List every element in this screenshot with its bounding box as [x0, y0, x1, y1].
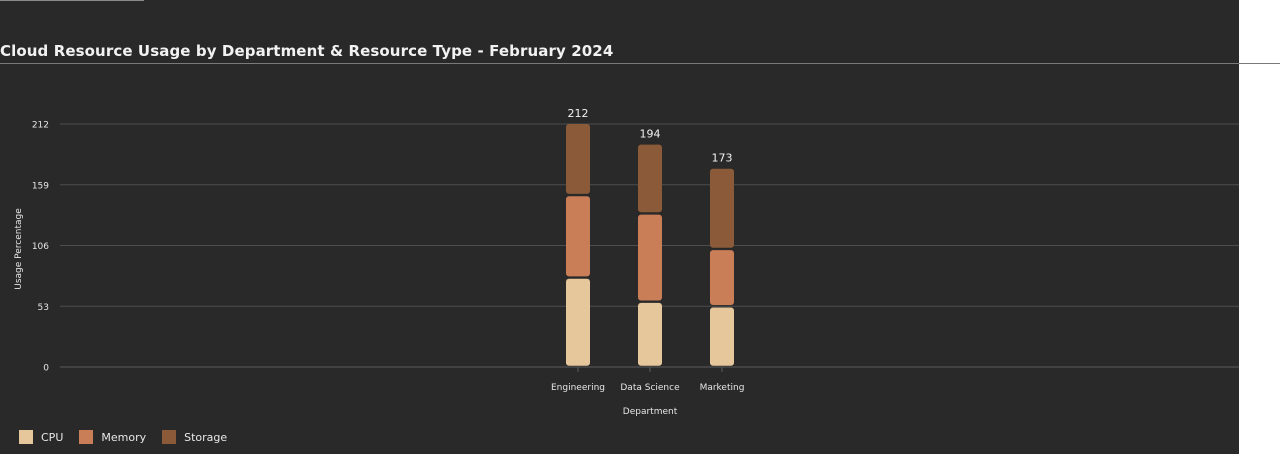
- stacked-bar-chart: 0 53 106 159 212 Usage Percentage 212 Engineeri…: [14, 107, 1239, 417]
- legend-swatch: [162, 430, 177, 444]
- title-divider: [0, 63, 1280, 64]
- legend-item-memory[interactable]: Memory: [79, 430, 146, 444]
- bar-segment-storage: [710, 168, 734, 248]
- legend-label: Storage: [184, 430, 228, 444]
- bar-segment-memory: [638, 214, 662, 301]
- page-margin: [1239, 0, 1280, 454]
- x-tick-label: Marketing: [700, 383, 745, 393]
- legend-label: CPU: [41, 430, 64, 444]
- bar-total-label: 212: [568, 107, 589, 120]
- bar-segment-cpu: [638, 302, 662, 366]
- y-tick-label: 53: [38, 303, 49, 313]
- legend-swatch: [79, 430, 94, 444]
- bar-segment-cpu: [710, 307, 734, 366]
- y-tick-label: 159: [32, 181, 49, 191]
- bar-segment-cpu: [566, 278, 590, 366]
- x-tick-label: Data Science: [620, 383, 680, 393]
- top-divider: [0, 0, 144, 1]
- y-tick-label: 212: [32, 121, 49, 131]
- page-margin-rule: [1239, 63, 1280, 64]
- bar-segment-memory: [710, 250, 734, 306]
- chart-legend: CPU Memory Storage: [19, 430, 243, 444]
- y-tick-label: 106: [32, 242, 49, 252]
- y-tick-label: 0: [43, 364, 49, 374]
- x-axis-label: Department: [623, 407, 678, 417]
- bar-segment-storage: [566, 124, 590, 194]
- bar-total-label: 194: [640, 128, 661, 141]
- bar-segment-memory: [566, 196, 590, 277]
- bar-total-label: 173: [712, 152, 733, 165]
- legend-item-storage[interactable]: Storage: [162, 430, 227, 444]
- y-axis-label: Usage Percentage: [14, 208, 24, 290]
- bar-segment-storage: [638, 144, 662, 213]
- x-tick-label: Engineering: [551, 383, 605, 393]
- legend-item-cpu[interactable]: CPU: [19, 430, 63, 444]
- chart-title: Cloud Resource Usage by Department & Res…: [0, 42, 614, 60]
- legend-label: Memory: [101, 430, 147, 444]
- legend-swatch: [19, 430, 33, 444]
